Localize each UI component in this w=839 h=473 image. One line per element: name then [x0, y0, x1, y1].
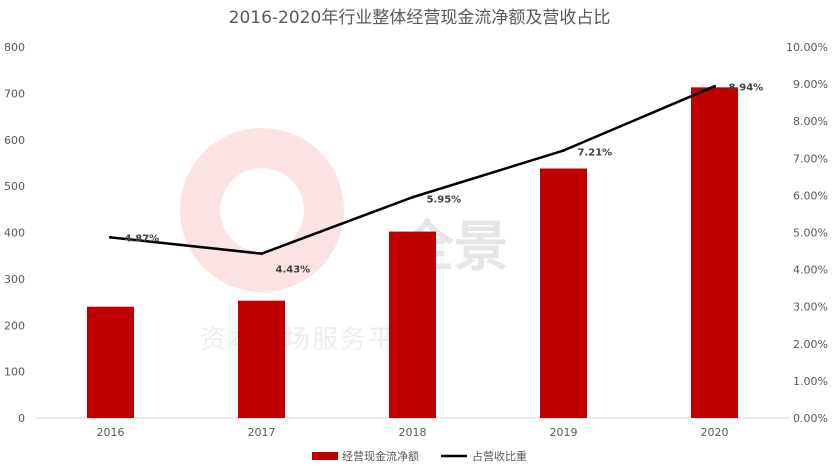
bar-series	[87, 87, 738, 418]
bar	[691, 87, 738, 418]
y-left-tick-label: 400	[4, 227, 25, 240]
y-left-tick-label: 500	[4, 180, 25, 193]
y-left-axis: 0 100 200 300 400 500 600 700 800	[4, 41, 25, 425]
y-right-tick-label: 0.00%	[793, 412, 828, 425]
bar	[540, 168, 587, 418]
y-right-tick-label: 1.00%	[793, 375, 828, 388]
watermark-subtext: 资本市场服务平台	[200, 325, 424, 355]
y-left-tick-label: 100	[4, 366, 25, 379]
y-right-tick-label: 10.00%	[786, 41, 828, 54]
y-right-tick-label: 3.00%	[793, 301, 828, 314]
line-data-label: 8.94%	[729, 82, 764, 93]
y-right-tick-label: 8.00%	[793, 115, 828, 128]
bar	[87, 306, 134, 418]
legend: 经营现金流净额 占营收比重	[312, 449, 527, 463]
y-left-tick-label: 800	[4, 41, 25, 54]
line-data-label: 7.21%	[578, 148, 613, 159]
line-data-label: 4.87%	[125, 233, 160, 244]
y-left-tick-label: 300	[4, 273, 25, 286]
y-left-tick-label: 600	[4, 134, 25, 147]
y-right-tick-label: 2.00%	[793, 338, 828, 351]
line-point	[109, 235, 112, 239]
y-left-tick-label: 0	[18, 412, 25, 425]
x-tick-label: 2018	[399, 426, 427, 439]
y-right-tick-label: 9.00%	[793, 78, 828, 91]
legend-label-line: 占营收比重	[472, 449, 527, 463]
x-tick-label: 2019	[550, 426, 578, 439]
legend-label-bar: 经营现金流净额	[342, 449, 419, 463]
line-point	[562, 149, 565, 153]
line-data-label: 4.43%	[276, 265, 311, 276]
x-axis: 2016 2017 2018 2019 2020	[97, 426, 729, 439]
y-right-axis: 0.00% 1.00% 2.00% 3.00% 4.00% 5.00% 6.00% 7.00%…	[786, 41, 828, 425]
y-left-tick-label: 200	[4, 319, 25, 332]
y-left-tick-label: 700	[4, 87, 25, 100]
y-right-tick-label: 6.00%	[793, 189, 828, 202]
line-series	[109, 84, 716, 256]
y-right-tick-label: 4.00%	[793, 264, 828, 277]
line-point	[260, 252, 263, 256]
legend-swatch-bar	[312, 452, 338, 460]
line-point	[713, 84, 716, 88]
x-tick-label: 2016	[97, 426, 125, 439]
line-point	[411, 195, 414, 199]
line-data-label: 5.95%	[427, 194, 462, 205]
chart-title: 2016-2020年行业整体经营现金流净额及营收占比	[229, 8, 611, 28]
bar	[389, 231, 436, 418]
line-data-labels: 4.87% 4.43% 5.95% 7.21% 8.94%	[125, 82, 764, 275]
x-tick-label: 2020	[701, 426, 729, 439]
x-tick-label: 2017	[248, 426, 276, 439]
watermark-logo	[180, 128, 344, 292]
y-right-tick-label: 7.00%	[793, 152, 828, 165]
y-right-tick-label: 5.00%	[793, 227, 828, 240]
bar	[238, 300, 285, 418]
